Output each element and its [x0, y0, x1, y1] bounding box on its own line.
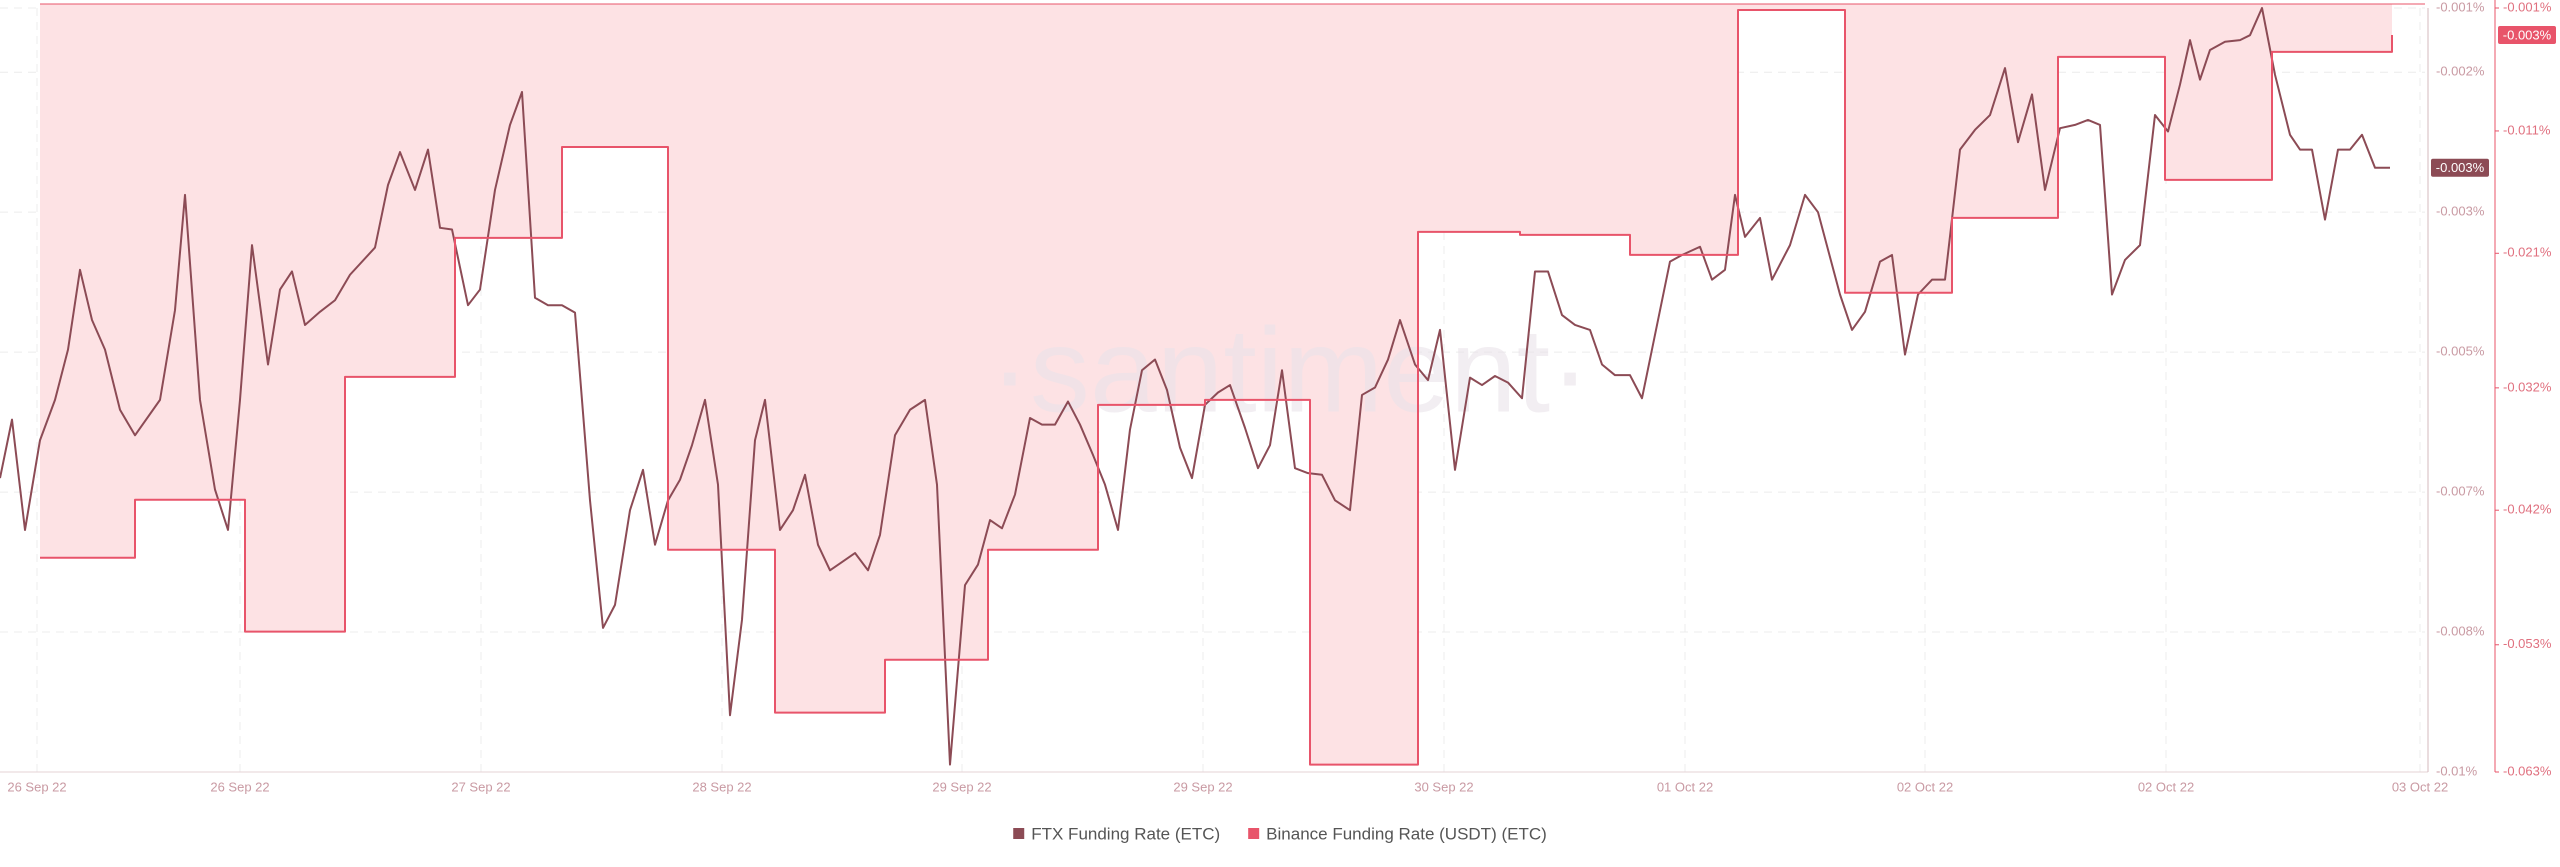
x-tick-label: 26 Sep 22 — [210, 779, 269, 794]
value-badge — [2498, 26, 2556, 45]
x-tick-label: 27 Sep 22 — [451, 779, 510, 794]
x-tick-label: 29 Sep 22 — [1173, 779, 1232, 794]
value-badge — [2431, 158, 2489, 177]
x-tick-label: 30 Sep 22 — [1414, 779, 1473, 794]
x-tick-label: 29 Sep 22 — [932, 779, 991, 794]
y2-tick-label: -0.063% — [2503, 763, 2552, 778]
legend: FTX Funding Rate (ETC) Binance Funding Ra… — [1013, 824, 1547, 843]
area — [40, 4, 2392, 765]
legend-label: FTX Funding Rate (ETC) — [1031, 824, 1220, 843]
y2-tick-label: -0.042% — [2503, 502, 2552, 517]
legend-label: Binance Funding Rate (USDT) (ETC) — [1266, 824, 1547, 843]
y-tick-label: -0.007% — [2436, 484, 2485, 499]
legend-swatch — [1013, 828, 1025, 839]
y-tick-label: -0.005% — [2436, 344, 2485, 359]
x-tick-label: 28 Sep 22 — [692, 779, 751, 794]
watermark: ·santiment· — [990, 304, 1590, 438]
y2-tick-label: -0.032% — [2503, 379, 2552, 394]
y2-tick-label: -0.053% — [2503, 636, 2552, 651]
series-line — [40, 8, 2393, 766]
y-tick-label: -0.001% — [2436, 0, 2485, 14]
y-tick-label: -0.003% — [2436, 204, 2485, 219]
y2-tick-label: -0.021% — [2503, 245, 2552, 260]
x-tick-label: 02 Oct 22 — [1897, 779, 1953, 794]
legend-swatch — [1248, 828, 1260, 839]
x-tick-label: 03 Oct 22 — [2392, 779, 2448, 794]
y2-tick-label: -0.011% — [2503, 122, 2551, 137]
series-line — [0, 7, 2390, 766]
x-tick-label: 26 Sep 22 — [7, 779, 66, 794]
y-tick-label: -0.01% — [2436, 763, 2478, 778]
x-tick-label: 01 Oct 22 — [1657, 779, 1713, 794]
value-badge-label: -0.003% — [2436, 160, 2485, 175]
y-tick-label: -0.002% — [2436, 64, 2485, 79]
x-tick-label: 02 Oct 22 — [2138, 779, 2194, 794]
y2-tick-label: -0.001% — [2503, 0, 2552, 14]
y-tick-label: -0.008% — [2436, 623, 2485, 638]
value-badge-label: -0.003% — [2503, 27, 2552, 42]
